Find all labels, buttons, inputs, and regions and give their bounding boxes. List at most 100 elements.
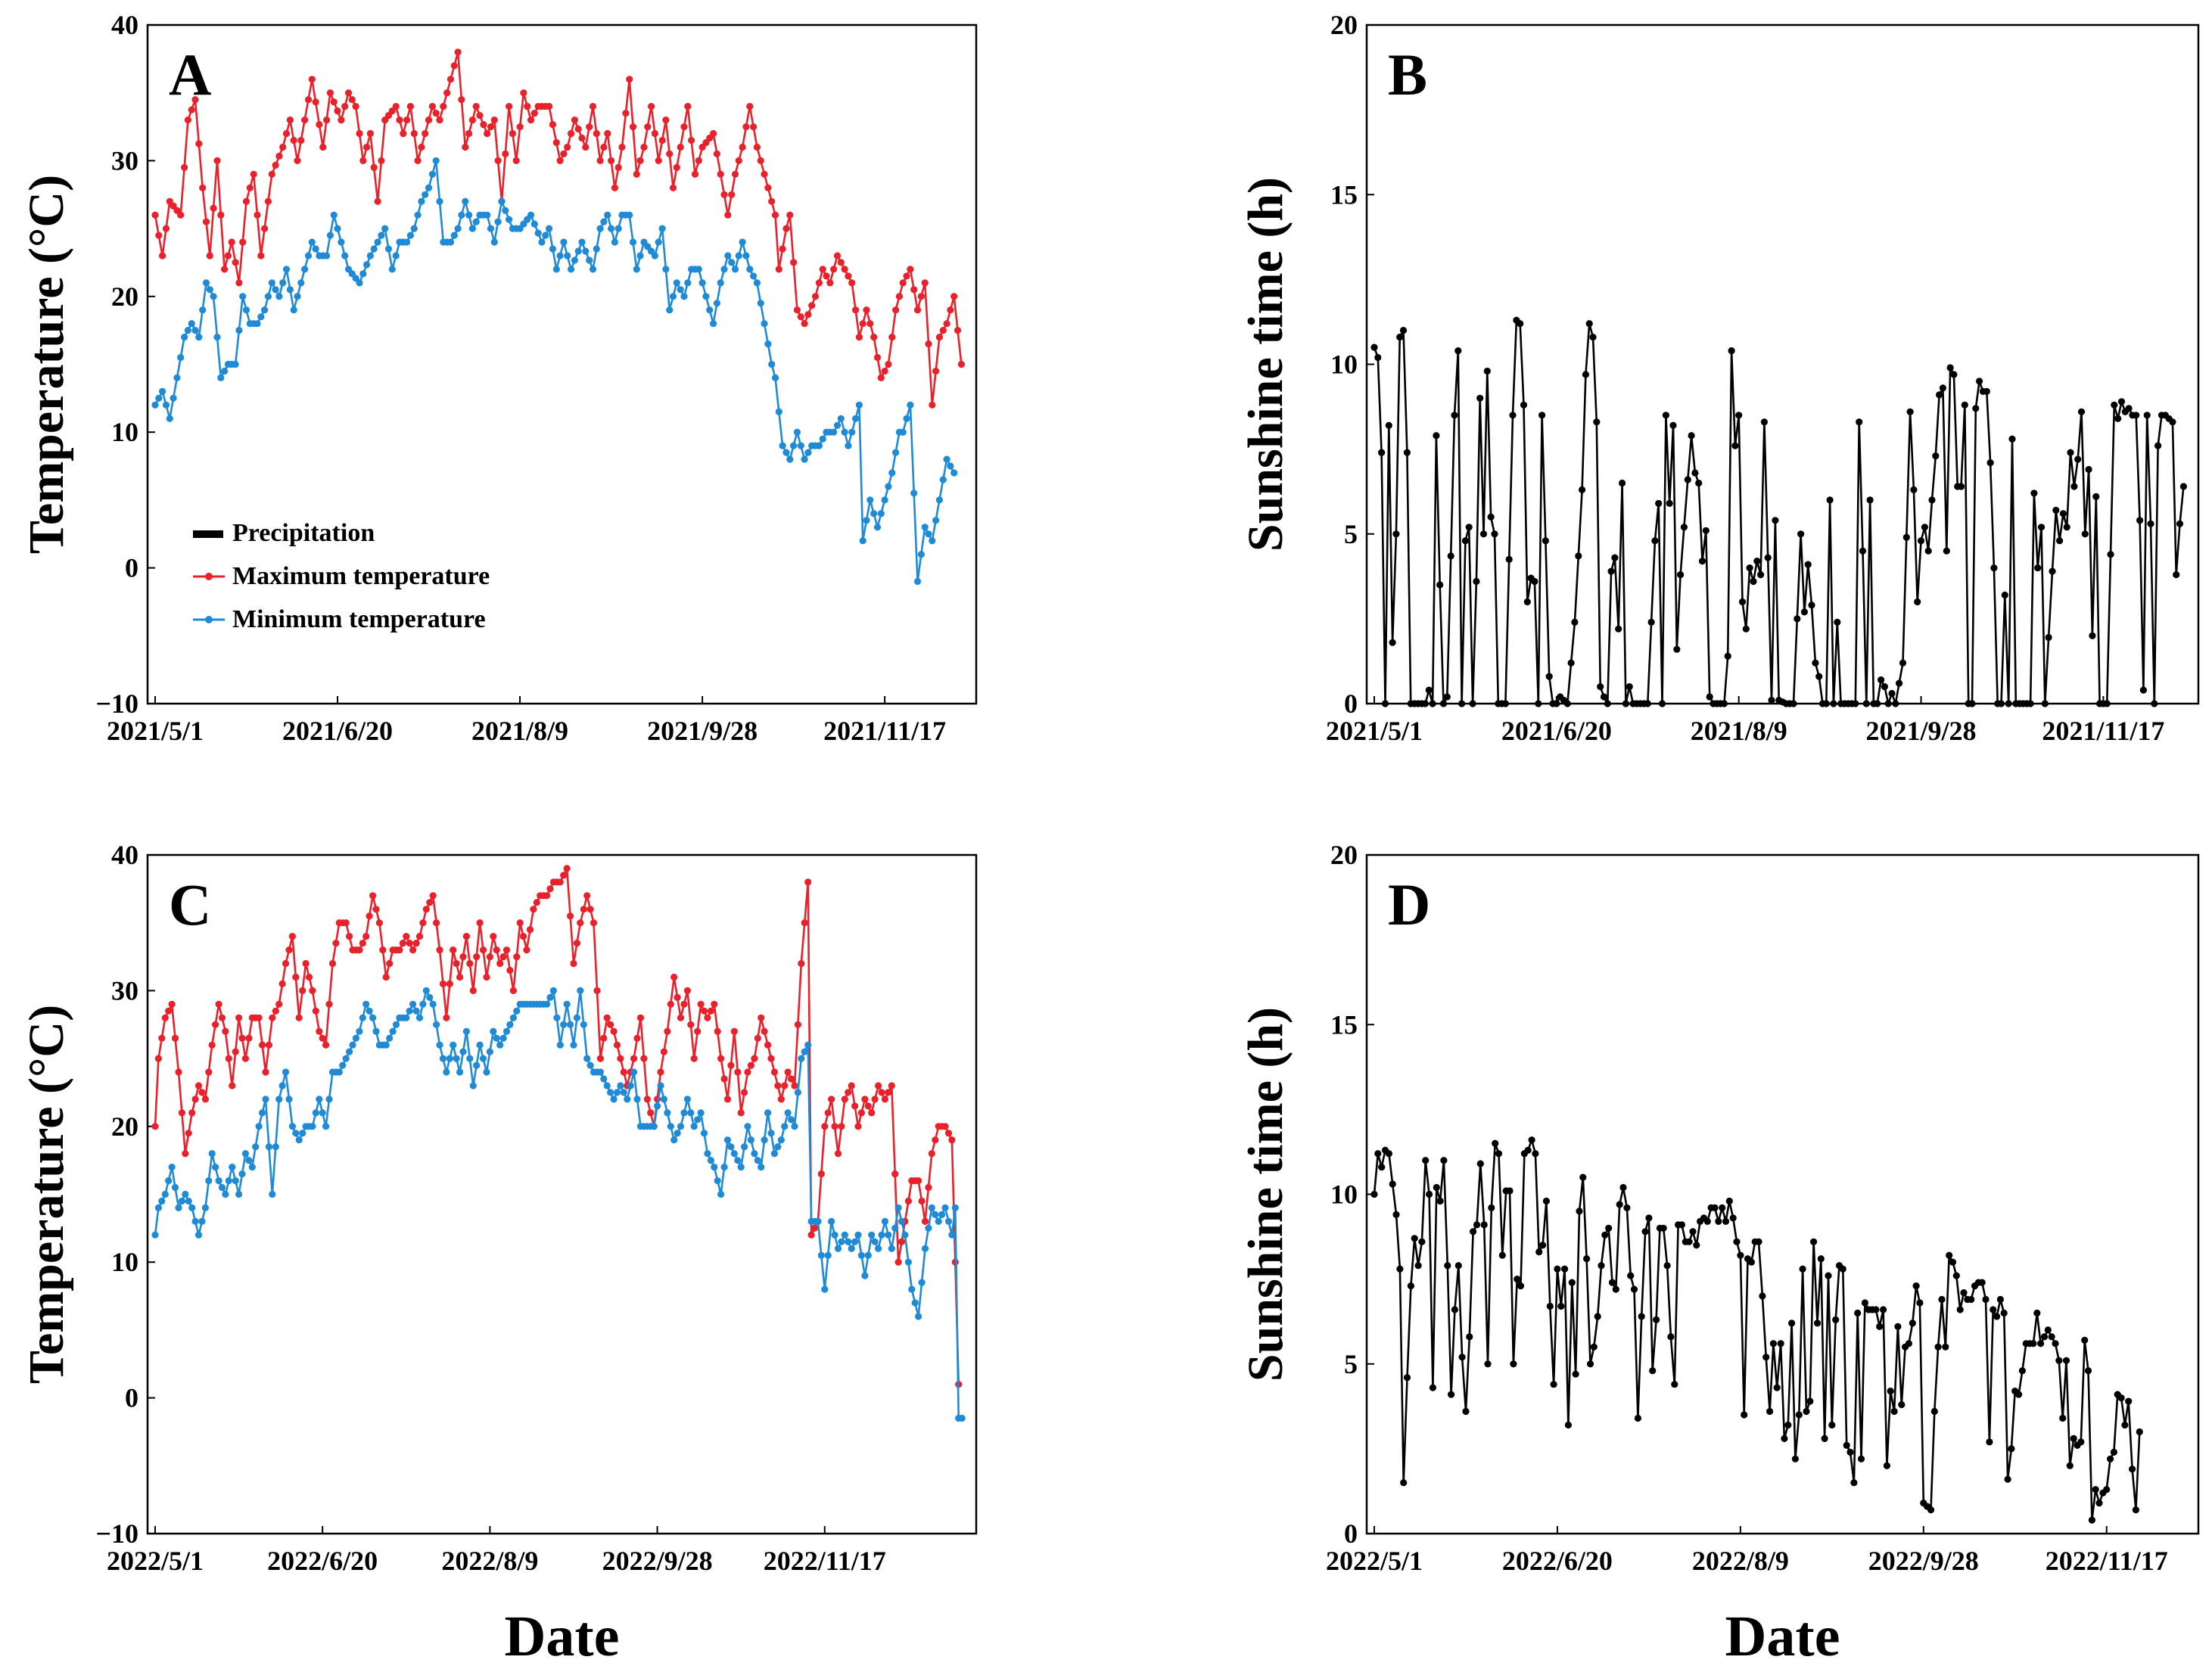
- minimum-temperature-point: [583, 1055, 591, 1062]
- minimum-temperature-point: [261, 306, 269, 314]
- minimum-temperature-point: [710, 320, 717, 328]
- minimum-temperature-point: [885, 1231, 892, 1239]
- maximum-temperature-point: [750, 123, 758, 131]
- sunshine-time-point: [2005, 700, 2012, 707]
- plot-frame: [1365, 23, 2200, 705]
- minimum-temperature-point: [888, 1245, 895, 1252]
- minimum-temperature-point: [731, 266, 739, 273]
- maximum-temperature-point: [520, 89, 527, 97]
- maximum-temperature-point: [781, 1082, 789, 1089]
- maximum-temperature-point: [770, 1068, 778, 1076]
- maximum-temperature-point: [328, 959, 337, 968]
- sunshine-time-point: [1605, 1224, 1613, 1232]
- sunshine-time-point: [1601, 1231, 1609, 1239]
- maximum-temperature-point: [516, 123, 524, 131]
- y-axis-title: Sunshine time (h): [1238, 177, 1293, 552]
- maximum-temperature-point: [344, 89, 353, 97]
- maximum-temperature-point: [747, 1061, 755, 1069]
- sunshine-time-point: [1691, 469, 1699, 477]
- maximum-temperature-point: [272, 1007, 279, 1015]
- maximum-temperature-point: [918, 1197, 926, 1205]
- sunshine-time-point: [1759, 1292, 1766, 1300]
- maximum-temperature-point: [191, 96, 199, 104]
- minimum-temperature-point: [218, 1183, 226, 1192]
- maximum-temperature-point: [873, 353, 882, 362]
- minimum-temperature-point: [210, 293, 217, 300]
- minimum-temperature-point: [610, 1096, 618, 1103]
- sunshine-time-point: [1627, 1272, 1635, 1279]
- sunshine-time-point: [1815, 673, 1823, 680]
- maximum-temperature-point: [804, 878, 812, 886]
- sunshine-time-point: [1439, 700, 1448, 707]
- y-tick-label: 20: [1330, 10, 1358, 40]
- sunshine-time-point: [1813, 1319, 1822, 1327]
- maximum-temperature-point: [903, 272, 910, 280]
- sunshine-time-point: [1777, 1340, 1784, 1347]
- sunshine-time-point: [1990, 564, 1998, 572]
- sunshine-time-point: [1392, 1211, 1400, 1218]
- maximum-temperature-point: [691, 170, 699, 178]
- sunshine-time-point: [1711, 1204, 1719, 1211]
- sunshine-time-point: [2044, 1326, 2052, 1334]
- maximum-temperature-point: [412, 940, 420, 947]
- maximum-temperature-point: [954, 327, 962, 334]
- minimum-temperature-point: [845, 1238, 852, 1245]
- minimum-temperature-point: [468, 225, 477, 232]
- sunshine-time-point: [2052, 506, 2060, 514]
- maximum-temperature-point: [426, 899, 434, 906]
- maximum-temperature-point: [741, 1089, 748, 1096]
- sunshine-time-point: [1607, 567, 1615, 575]
- sunshine-time-point: [1806, 1397, 1814, 1405]
- sunshine-time-point: [1693, 1242, 1700, 1249]
- sunshine-time-point: [1403, 1374, 1411, 1382]
- sunshine-time-point: [1742, 625, 1750, 633]
- sunshine-time-point: [1473, 1221, 1481, 1229]
- sunshine-time-point: [1928, 496, 1936, 504]
- maximum-temperature-point: [877, 374, 885, 381]
- minimum-temperature-point: [698, 279, 706, 287]
- maximum-temperature-point: [342, 919, 350, 927]
- minimum-temperature-point: [627, 1082, 634, 1089]
- minimum-temperature-point: [794, 1089, 801, 1096]
- sunshine-time-point: [1957, 483, 1965, 490]
- minimum-temperature-point: [294, 293, 301, 300]
- minimum-temperature-point: [254, 320, 261, 328]
- maximum-temperature-point: [580, 906, 587, 913]
- sunshine-time-point: [1810, 1238, 1818, 1245]
- minimum-temperature-point: [866, 496, 874, 504]
- maximum-temperature-point: [875, 1082, 882, 1089]
- minimum-temperature-point: [660, 1096, 668, 1103]
- minimum-temperature-point: [690, 1123, 698, 1130]
- minimum-temperature-point: [188, 1204, 196, 1211]
- minimum-temperature-point: [770, 1150, 778, 1158]
- minimum-temperature-point: [325, 1096, 333, 1103]
- sunshine-time-point: [1542, 1197, 1550, 1205]
- maximum-temperature-point: [403, 117, 411, 124]
- minimum-temperature-point: [586, 1061, 594, 1069]
- maximum-temperature-point: [925, 1183, 932, 1192]
- maximum-temperature-point: [640, 1055, 648, 1062]
- maximum-temperature-point: [737, 1109, 745, 1117]
- minimum-temperature-point: [727, 1143, 735, 1151]
- legend-swatch-precipitation: [193, 530, 223, 538]
- sunshine-time-point: [1440, 1157, 1448, 1164]
- maximum-temperature-point: [841, 1096, 848, 1103]
- sunshine-time-point: [1461, 537, 1469, 545]
- sunshine-time-point: [1917, 537, 1925, 545]
- maximum-temperature-point: [604, 129, 611, 138]
- sunshine-time-point: [1403, 449, 1411, 456]
- maximum-temperature-point: [834, 1150, 842, 1158]
- sunshine-time-point: [1722, 1217, 1730, 1225]
- minimum-temperature-point: [720, 1164, 728, 1171]
- sunshine-time-point: [1961, 401, 1968, 409]
- y-tick-label: 5: [1344, 1349, 1358, 1379]
- maximum-temperature-point: [468, 117, 477, 124]
- maximum-temperature-point: [928, 1150, 935, 1158]
- minimum-temperature-point: [662, 266, 670, 273]
- minimum-temperature-point: [356, 1027, 363, 1035]
- maximum-temperature-point: [359, 157, 367, 164]
- maximum-temperature-point: [286, 117, 294, 124]
- maximum-temperature-point: [811, 293, 820, 300]
- maximum-temperature-point: [486, 953, 494, 961]
- maximum-temperature-point: [366, 129, 374, 138]
